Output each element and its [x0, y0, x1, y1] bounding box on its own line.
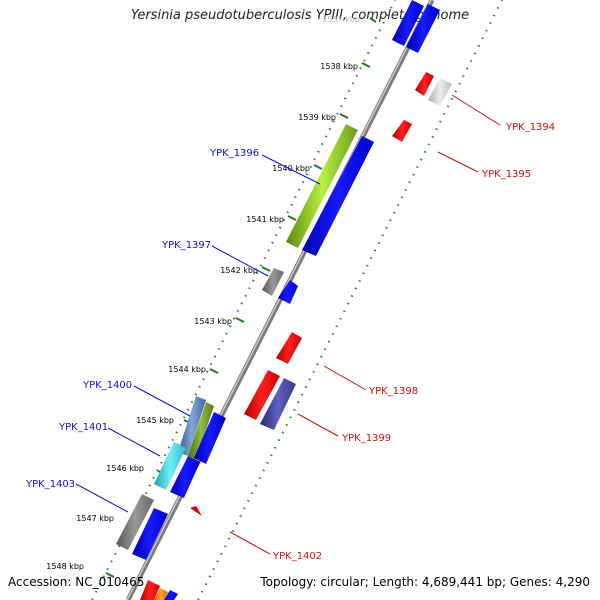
- kbp-tick: 1539 kbp: [298, 113, 349, 122]
- kbp-label: 1543 kbp: [194, 317, 232, 326]
- leader-ypk-1403: [75, 483, 129, 513]
- gene-block-orange[interactable]: [154, 588, 168, 600]
- kbp-tick: 1548 kbp: [46, 562, 115, 578]
- gene-block-blue[interactable]: [278, 280, 298, 304]
- gene-leaders: [75, 94, 501, 555]
- kbp-label: 1548 kbp: [46, 562, 84, 571]
- gene-block[interactable]: [406, 4, 440, 53]
- gene-block-ypk-1398[interactable]: [276, 332, 302, 364]
- gene-block-olive[interactable]: [188, 402, 214, 460]
- inner-dotted-ring: [197, 0, 503, 600]
- kbp-label: 1539 kbp: [298, 113, 336, 122]
- leader-ypk-1395: [437, 151, 479, 173]
- gene-label-ypk-1400[interactable]: YPK_1400: [82, 380, 132, 391]
- genome-backbone: [125, 0, 435, 600]
- kbp-label: 1542 kbp: [220, 266, 258, 275]
- kbp-label: 1547 kbp: [76, 514, 114, 523]
- gene-block-ypk-1403[interactable]: [116, 494, 154, 550]
- kbp-label: 1544 kbp: [168, 365, 206, 374]
- kbp-tick: 1542 kbp: [220, 266, 271, 275]
- leader-ypk-1394: [451, 94, 501, 126]
- gene-label-ypk-1398[interactable]: YPK_1398: [368, 386, 418, 397]
- kbp-scale: 1537 kbp 1538 kbp 1539 kbp 1540 kbp 1541…: [46, 15, 377, 578]
- leader-ypk-1402: [229, 531, 271, 555]
- accession-text: Accession: NC_010465: [8, 575, 145, 589]
- leader-ypk-1396: [261, 154, 321, 185]
- gene-label-ypk-1395[interactable]: YPK_1395: [481, 169, 531, 180]
- kbp-tick: 1541 kbp: [246, 215, 297, 224]
- gene-label-ypk-1402[interactable]: YPK_1402: [272, 551, 322, 562]
- gene-block-blue[interactable]: [164, 590, 178, 600]
- gene-label-ypk-1399[interactable]: YPK_1399: [341, 433, 391, 444]
- genome-backbone-highlight: [126, 0, 432, 600]
- topology-text: Topology: circular; Length: 4,689,441 bp…: [260, 575, 590, 589]
- kbp-label: 1537 kbp: [322, 15, 360, 24]
- gene-block-ypk-1401[interactable]: [154, 442, 186, 490]
- leader-ypk-1399: [297, 413, 339, 437]
- leader-ypk-1397: [211, 245, 269, 277]
- leader-ypk-1401: [107, 427, 161, 457]
- leader-ypk-1398: [323, 365, 367, 391]
- gene-label-ypk-1401[interactable]: YPK_1401: [58, 422, 108, 433]
- gene-block-blue[interactable]: [170, 456, 200, 498]
- gene-block[interactable]: [392, 0, 424, 46]
- gene-block-ypk-1396[interactable]: [286, 124, 358, 248]
- gene-label-ypk-1397[interactable]: YPK_1397: [161, 240, 211, 251]
- kbp-label: 1546 kbp: [106, 464, 144, 473]
- kbp-tick: 1538 kbp: [320, 62, 371, 71]
- kbp-label: 1540 kbp: [272, 164, 310, 173]
- kbp-tick: 1543 kbp: [194, 317, 245, 326]
- gene-blocks: [116, 0, 452, 600]
- gene-label-ypk-1394[interactable]: YPK_1394: [505, 122, 555, 133]
- kbp-label: 1541 kbp: [246, 215, 284, 224]
- kbp-label: 1545 kbp: [136, 416, 174, 425]
- gene-block-ypk-1394[interactable]: [415, 72, 434, 96]
- gene-block-blue-long[interactable]: [302, 136, 374, 256]
- gene-block-ypk-1402[interactable]: [190, 506, 202, 516]
- gene-block-ypk-1395[interactable]: [392, 120, 412, 142]
- leader-ypk-1400: [133, 385, 191, 417]
- gene-block-red[interactable]: [244, 370, 280, 420]
- kbp-tick: 1540 kbp: [272, 164, 323, 173]
- gene-label-ypk-1396[interactable]: YPK_1396: [209, 148, 259, 159]
- kbp-label: 1538 kbp: [320, 62, 358, 71]
- kbp-tick: 1537 kbp: [322, 15, 377, 24]
- gene-label-group: YPK_1394 YPK_1395 YPK_1396 YPK_1397 YPK_…: [25, 122, 555, 562]
- gene-block-ypk-1397[interactable]: [262, 268, 284, 296]
- gene-block-ypk-1399[interactable]: [260, 378, 296, 430]
- gene-block-blue[interactable]: [194, 412, 226, 464]
- gene-block-ypk-1400[interactable]: [178, 396, 206, 456]
- gene-block-light[interactable]: [428, 78, 452, 106]
- gene-block-red[interactable]: [140, 580, 160, 600]
- gene-block-blue[interactable]: [132, 508, 168, 560]
- map-title: Yersinia pseudotuberculosis YPIII, compl…: [130, 8, 470, 23]
- gene-label-ypk-1403[interactable]: YPK_1403: [25, 479, 75, 490]
- kbp-tick: 1544 kbp: [168, 365, 219, 374]
